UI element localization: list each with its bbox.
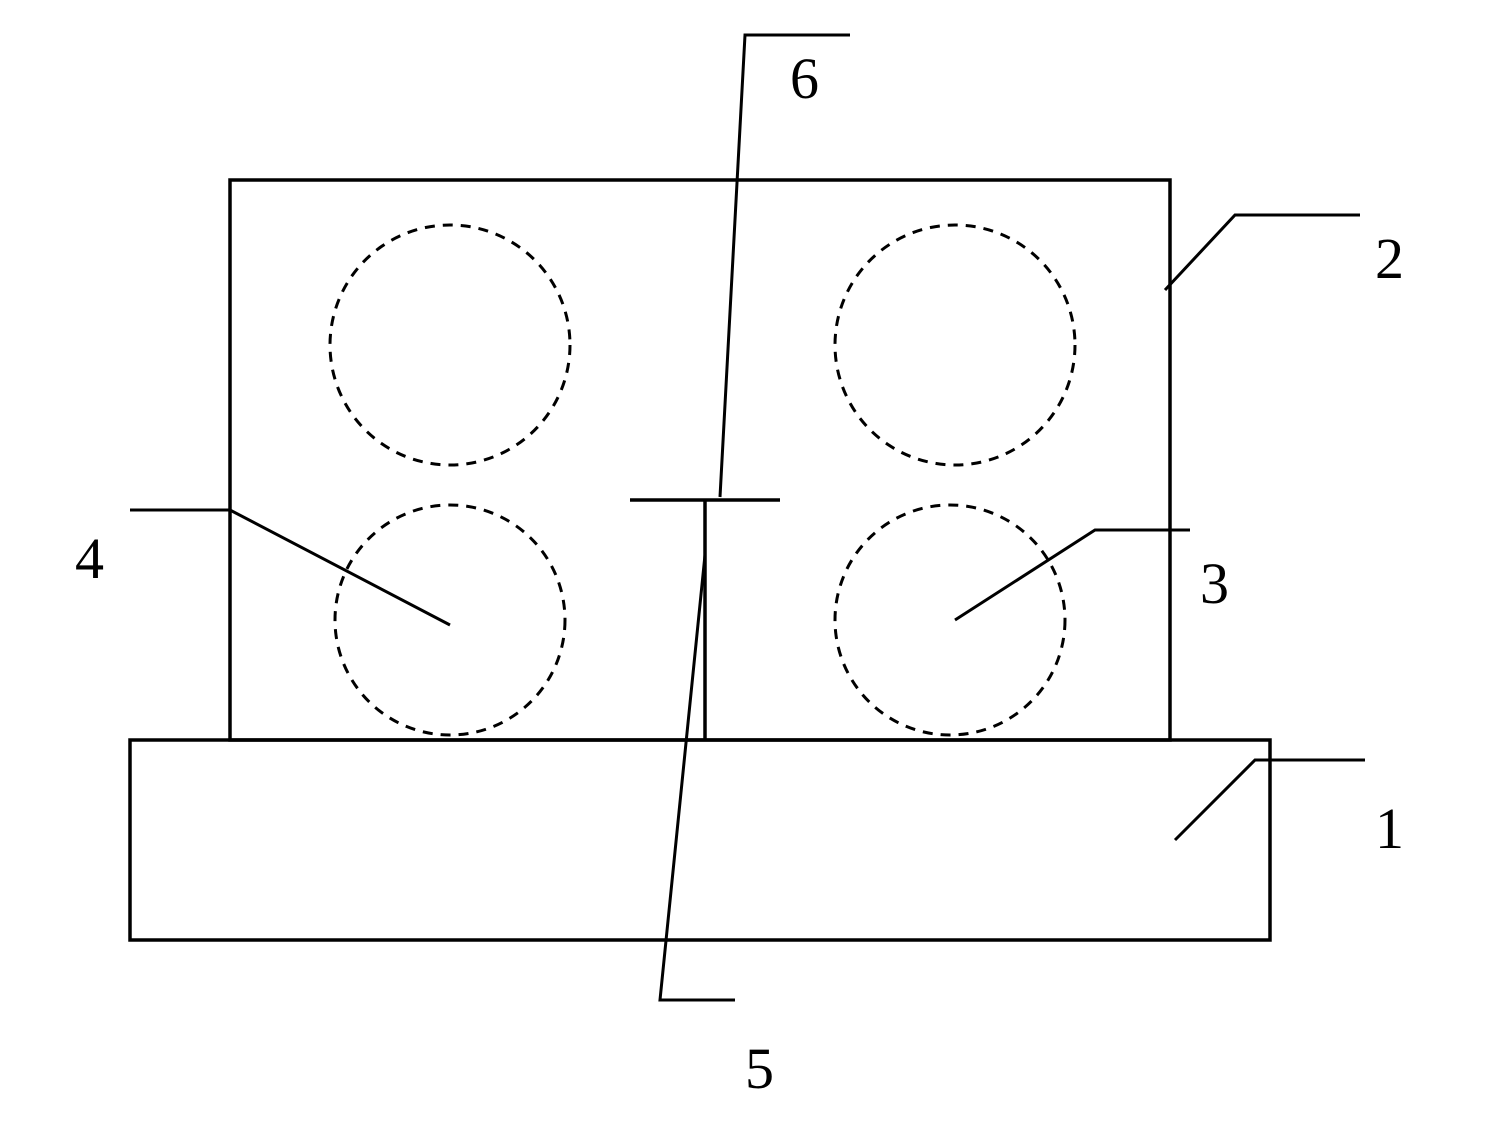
label-6: 6 [790, 45, 819, 112]
circle-bottom-right [835, 505, 1065, 735]
upper-rect [230, 180, 1170, 740]
leader-3 [955, 530, 1190, 620]
circle-top-left [330, 225, 570, 465]
technical-diagram: 1 2 3 4 5 6 [0, 0, 1510, 1126]
circle-top-right [835, 225, 1075, 465]
circle-bottom-left [335, 505, 565, 735]
label-2: 2 [1375, 225, 1404, 292]
leader-6 [720, 35, 850, 497]
base-rect [130, 740, 1270, 940]
diagram-svg [0, 0, 1510, 1126]
label-5: 5 [745, 1035, 774, 1102]
leader-4 [130, 510, 450, 625]
leader-5 [660, 555, 735, 1000]
label-1: 1 [1375, 795, 1404, 862]
leader-2 [1165, 215, 1360, 290]
label-3: 3 [1200, 550, 1229, 617]
label-4: 4 [75, 525, 104, 592]
